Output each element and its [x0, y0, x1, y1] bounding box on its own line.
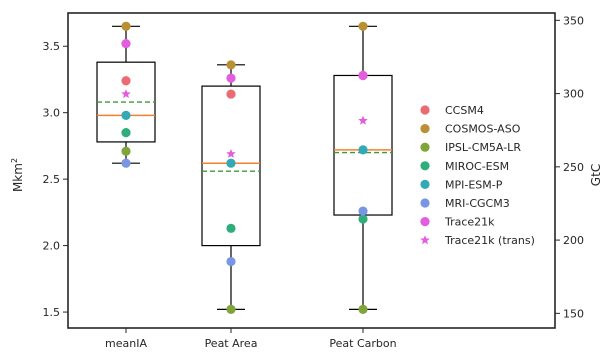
- right-axis-title: GtC: [589, 164, 603, 186]
- legend-star-marker: [420, 235, 430, 245]
- plot-frame: [67, 12, 556, 329]
- x-axis: meanIA Peat Area Peat Carbon: [105, 328, 397, 350]
- legend-label: MRI-CGCM3: [445, 197, 510, 210]
- left-tick-label: 3.5: [43, 40, 61, 53]
- model-point: [121, 146, 131, 156]
- left-tick-label: 1.5: [43, 306, 61, 319]
- left-tick-label: 3.0: [43, 107, 61, 120]
- model-point: [358, 145, 368, 155]
- legend-marker: [420, 105, 430, 115]
- right-tick-label: 300: [563, 88, 584, 101]
- legend-label: CCSM4: [445, 104, 484, 117]
- model-point: [358, 214, 368, 224]
- legend-marker: [420, 161, 430, 171]
- model-point: [121, 128, 131, 138]
- box-meania: [96, 25, 156, 164]
- box-body: [333, 74, 393, 216]
- star-point: [121, 89, 131, 99]
- legend-label: Trace21k: [444, 216, 495, 229]
- model-point: [121, 21, 131, 31]
- left-y-axis: 1.5 2.0 2.5 3.0 3.5: [43, 40, 68, 319]
- legend: CCSM4 COSMOS-ASO IPSL-CM5A-LR MIROC-ESM MPI-…: [420, 104, 535, 247]
- legend-marker: [420, 198, 430, 208]
- left-axis-title: Mkm2: [10, 158, 25, 192]
- model-points: [121, 21, 368, 314]
- model-point: [121, 76, 131, 86]
- legend-label: Trace21k (trans): [444, 234, 535, 247]
- box-body: [201, 85, 261, 247]
- legend-label: COSMOS-ASO: [445, 123, 521, 136]
- model-point: [226, 89, 236, 99]
- right-tick-label: 250: [563, 161, 584, 174]
- right-tick-label: 350: [563, 14, 584, 27]
- plot-area: [67, 12, 556, 329]
- model-point: [226, 223, 236, 233]
- star-point: [358, 115, 368, 125]
- model-point: [226, 304, 236, 314]
- right-tick-label: 200: [563, 234, 584, 247]
- model-point: [226, 60, 236, 70]
- model-point: [121, 38, 131, 49]
- model-point: [358, 21, 368, 31]
- model-point: [358, 206, 368, 216]
- left-tick-label: 2.0: [43, 240, 61, 253]
- model-point: [226, 256, 236, 267]
- legend-label: IPSL-CM5A-LR: [445, 141, 521, 154]
- right-tick-label: 150: [563, 307, 584, 320]
- model-point: [121, 158, 131, 168]
- x-tick-label: Peat Carbon: [329, 337, 396, 350]
- model-point: [358, 304, 368, 314]
- left-tick-label: 2.5: [43, 173, 61, 186]
- x-tick-label: meanIA: [105, 337, 147, 350]
- legend-marker: [420, 142, 430, 152]
- legend-marker: [420, 124, 430, 134]
- model-point: [121, 110, 131, 120]
- box-series: [96, 25, 393, 310]
- legend-marker: [420, 179, 430, 189]
- star-point: [226, 148, 236, 158]
- x-tick-label: Peat Area: [205, 337, 258, 350]
- model-point: [226, 158, 236, 168]
- box-peat-carbon: [333, 25, 393, 310]
- legend-label: MIROC-ESM: [445, 160, 509, 173]
- model-point: [226, 73, 236, 83]
- legend-marker: [420, 217, 430, 227]
- legend-label: MPI-ESM-P: [445, 178, 503, 191]
- right-y-axis: 150 200 250 300 350: [555, 14, 584, 320]
- model-point: [358, 70, 368, 81]
- box-peat-area: [201, 64, 261, 310]
